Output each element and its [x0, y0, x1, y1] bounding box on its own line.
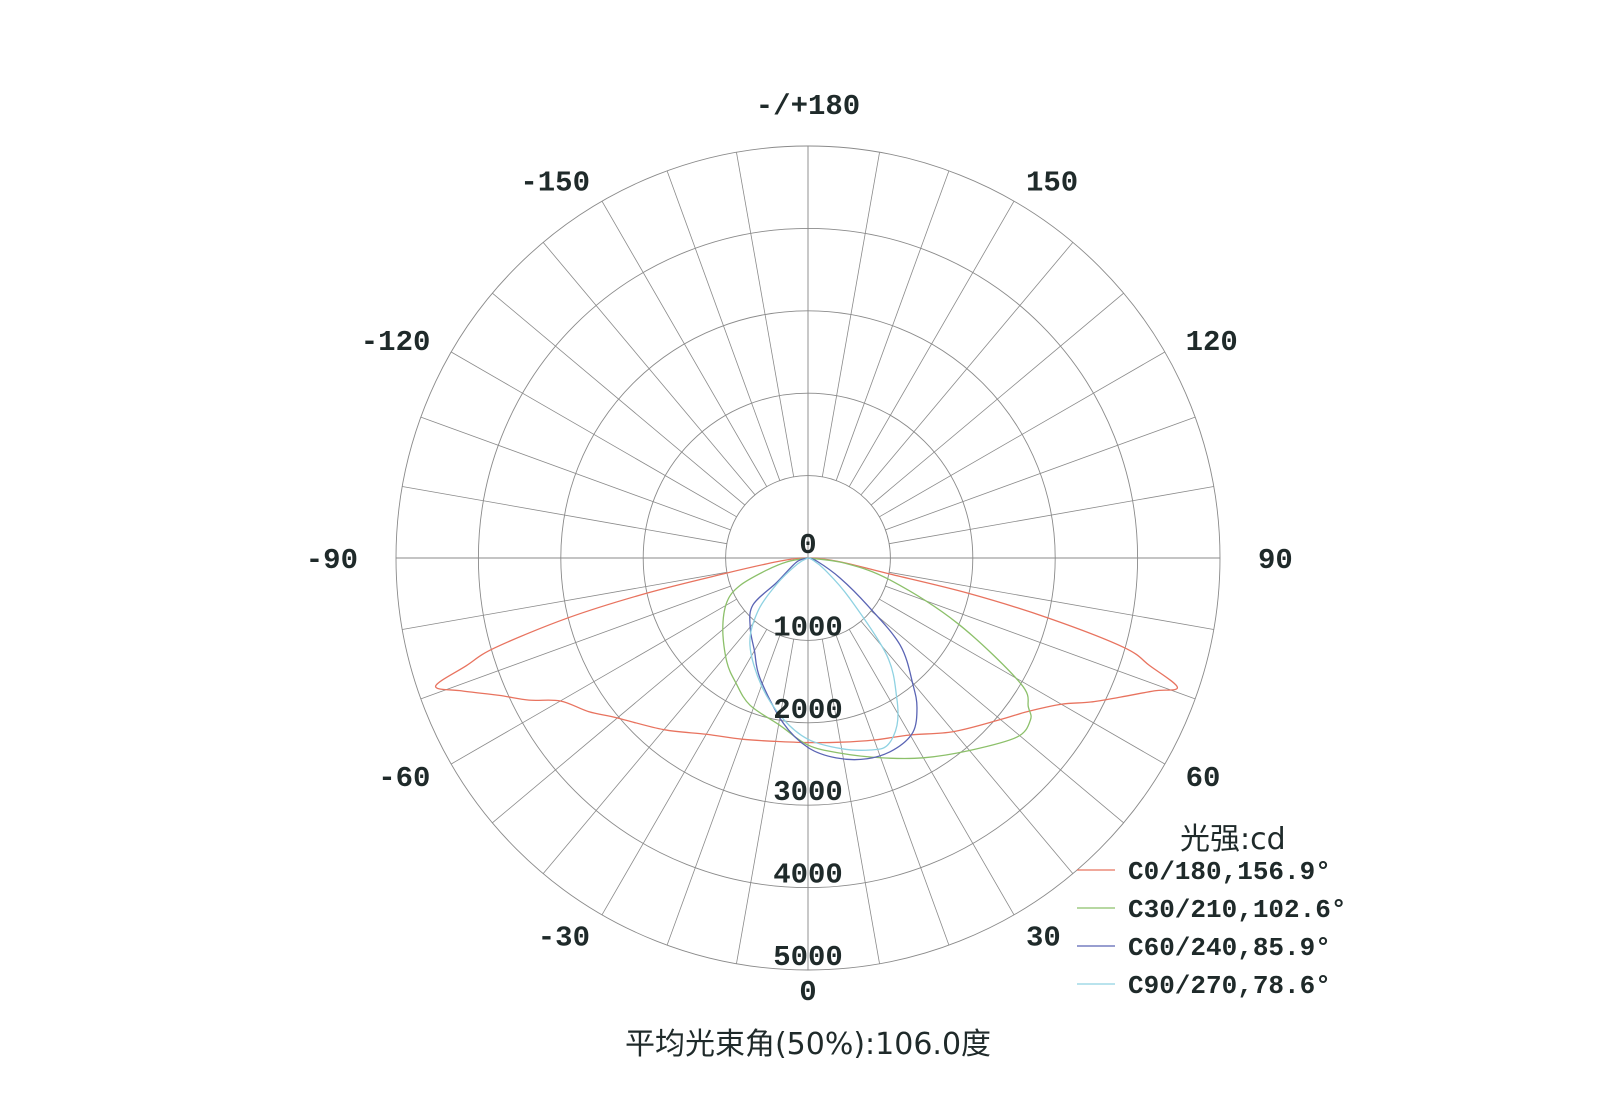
radial-tick-label: 0 — [799, 529, 816, 562]
angle-tick-label: -90 — [306, 544, 358, 577]
angle-tick-label: 0 — [799, 976, 816, 1009]
intensity-curves — [434, 557, 1179, 761]
series-curve-1 — [722, 557, 1032, 760]
series-curve-3 — [749, 557, 899, 751]
grid-ring — [560, 310, 1056, 806]
radial-tick-label: 5000 — [773, 941, 843, 974]
legend-entry: C30/210,102.6° — [1128, 895, 1346, 925]
radial-tick-label: 1000 — [773, 611, 843, 644]
angle-tick-labels: -/+180 150 -150 120 -120 90 -90 60 -60 30 -30 0 — [306, 90, 1293, 1009]
series-curve-2 — [749, 557, 918, 761]
legend-entry: C90/270,78.6° — [1128, 971, 1331, 1001]
grid-ring — [395, 145, 1221, 971]
angle-tick-label: -/+180 — [756, 90, 860, 123]
grid-ring — [725, 475, 891, 641]
angle-tick-label: -30 — [538, 922, 590, 955]
polar-grid — [395, 145, 1221, 971]
angle-tick-label: 120 — [1186, 326, 1238, 359]
legend-title: 光强:cd — [1180, 822, 1286, 857]
legend-entry: C0/180,156.9° — [1128, 857, 1331, 887]
angle-tick-label: 60 — [1186, 762, 1221, 795]
angle-tick-label: -60 — [378, 762, 430, 795]
radial-tick-label: 4000 — [773, 859, 843, 892]
radial-tick-labels: 0 1000 2000 3000 4000 5000 — [773, 529, 843, 974]
angle-tick-label: -120 — [361, 326, 431, 359]
angle-tick-label: 90 — [1258, 544, 1293, 577]
legend-entry: C60/240,85.9° — [1128, 933, 1331, 963]
grid-ring — [642, 392, 974, 724]
grid-ring — [477, 227, 1139, 889]
series-curve-0 — [434, 557, 1179, 744]
angle-tick-label: 150 — [1026, 166, 1078, 199]
angle-tick-label: 30 — [1026, 922, 1061, 955]
angle-tick-label: -150 — [520, 166, 590, 199]
radial-tick-label: 3000 — [773, 776, 843, 809]
legend: 光强:cd C0/180,156.9° C30/210,102.6° C60/240… — [1077, 822, 1346, 1001]
radial-tick-label: 2000 — [773, 694, 843, 727]
chart-title: 平均光束角(50%):106.0度 — [625, 1027, 991, 1062]
